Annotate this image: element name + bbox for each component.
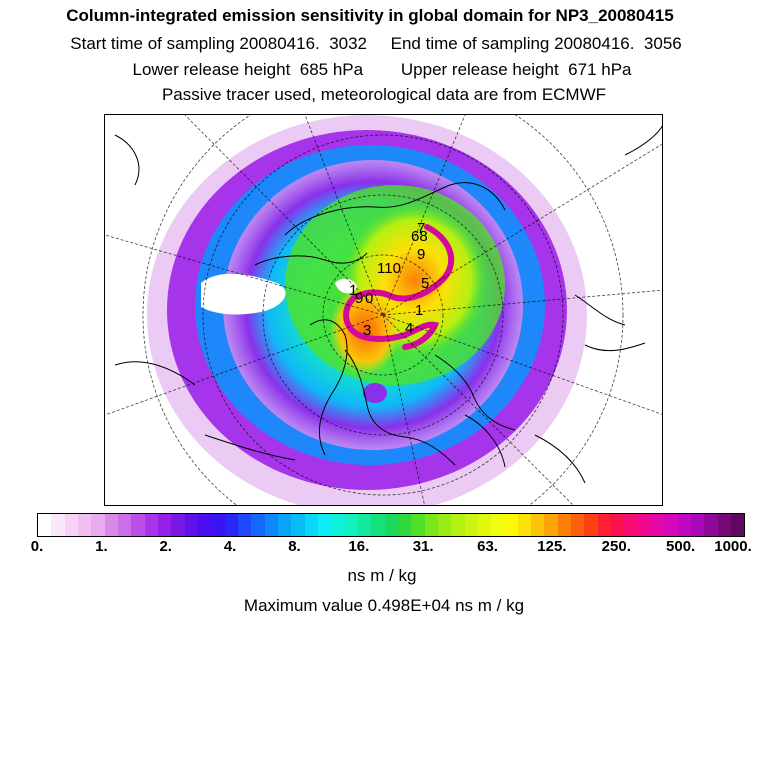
colorbar-swatch xyxy=(357,514,372,536)
colorbar-tick-label: 2. xyxy=(159,538,172,555)
colorbar-swatch xyxy=(571,514,585,536)
colorbar-swatch xyxy=(51,514,65,536)
colorbar-swatch xyxy=(211,514,225,536)
track-label: 68 xyxy=(411,228,428,245)
colorbar-swatch xyxy=(717,514,732,536)
colorbar-swatch xyxy=(371,514,385,536)
colorbar-swatch xyxy=(77,514,92,536)
track-label: 1 xyxy=(349,282,357,299)
colorbar-swatch xyxy=(384,514,398,536)
colorbar-swatch xyxy=(624,514,638,536)
maximum-value: Maximum value 0.498E+04 ns m / kg xyxy=(243,596,525,615)
colorbar-swatch xyxy=(731,514,745,536)
colorbar-tick-label: 125. xyxy=(537,538,567,555)
release-lower: Lower release height 685 hPa xyxy=(132,60,364,79)
colorbar-swatch xyxy=(184,514,198,536)
colorbar-swatch xyxy=(157,514,172,536)
field-blob xyxy=(363,383,387,403)
colorbar-swatch xyxy=(344,514,358,536)
colorbar-swatch xyxy=(651,514,665,536)
colorbar-swatch xyxy=(304,514,318,536)
colorbar-swatch xyxy=(317,514,332,536)
colorbar-swatch xyxy=(544,514,558,536)
colorbar-swatch xyxy=(611,514,625,536)
colorbar-swatch xyxy=(637,514,652,536)
colorbar-swatch xyxy=(504,514,518,536)
map-canvas: 7 68 9 110 5 1 4 3 1 9 0 xyxy=(105,115,662,505)
colorbar-swatch xyxy=(397,514,412,536)
colorbar-tick-label: 63. xyxy=(477,538,498,555)
track-labels: 7 68 9 110 5 1 4 3 1 9 0 xyxy=(349,220,429,339)
track-label: 1 xyxy=(415,302,423,319)
colorbar-swatch xyxy=(411,514,425,536)
colorbar-tick-label: 0. xyxy=(30,538,44,555)
colorbar-swatch xyxy=(597,514,612,536)
colorbar-swatch xyxy=(237,514,252,536)
colorbar-swatch xyxy=(557,514,572,536)
colorbar-swatch xyxy=(291,514,305,536)
track-label: 9 xyxy=(417,246,425,263)
colorbar-swatch xyxy=(517,514,532,536)
track-label: 110 xyxy=(377,260,401,277)
colorbar-swatch xyxy=(477,514,492,536)
track-label: 4 xyxy=(405,320,413,337)
sampling-times: Start time of sampling 20080416. 3032 En… xyxy=(0,34,760,54)
colorbar-tick-label: 1. xyxy=(95,538,108,555)
colorbar-swatch xyxy=(331,514,345,536)
colorbar-swatch xyxy=(677,514,692,536)
colorbar-swatch xyxy=(117,514,132,536)
colorbar-swatch xyxy=(144,514,158,536)
colorbar-swatch xyxy=(491,514,505,536)
colorbar-tick-label: 1000. xyxy=(714,538,752,555)
low-sensitivity-patch-2 xyxy=(335,278,357,294)
colorbar-tick-label: 250. xyxy=(601,538,631,555)
colorbar-swatch xyxy=(451,514,465,536)
colorbar-swatch xyxy=(64,514,78,536)
colorbar-swatch xyxy=(277,514,292,536)
colorbar-swatch xyxy=(38,514,52,536)
colorbar-swatch xyxy=(171,514,185,536)
coastlines xyxy=(114,125,662,484)
colorbar-swatch xyxy=(704,514,718,536)
tracer-note: Passive tracer used, meteorological data… xyxy=(161,85,607,104)
track-label: 7 xyxy=(417,220,425,237)
track-label: 0 xyxy=(365,290,373,307)
colorbar-swatch xyxy=(251,514,265,536)
sampling-end: End time of sampling 20080416. 3056 xyxy=(390,34,682,53)
sampling-start: Start time of sampling 20080416. 3032 xyxy=(70,34,368,53)
colorbar-tick-label: 4. xyxy=(223,538,237,555)
graticule xyxy=(105,115,662,505)
colorbar-swatch xyxy=(584,514,598,536)
release-heights: Lower release height 685 hPa Upper relea… xyxy=(0,60,766,80)
colorbar xyxy=(37,513,745,537)
track-label: 5 xyxy=(421,275,429,292)
colorbar-tick-label: 500. xyxy=(666,538,696,555)
colorbar-swatch xyxy=(464,514,478,536)
colorbar-swatch xyxy=(437,514,452,536)
colorbar-swatch xyxy=(91,514,105,536)
low-sensitivity-patch xyxy=(201,273,286,315)
colorbar-swatch xyxy=(197,514,212,536)
colorbar-tick-label: 16. xyxy=(348,538,370,555)
colorbar-tick-label: 8. xyxy=(288,538,301,555)
colorbar-swatch xyxy=(264,514,278,536)
colorbar-swatch xyxy=(104,514,118,536)
colorbar-swatch xyxy=(224,514,238,536)
polar-map: 7 68 9 110 5 1 4 3 1 9 0 xyxy=(104,114,663,506)
colorbar-swatch xyxy=(531,514,545,536)
track-label: 9 xyxy=(355,290,363,307)
colorbar-swatch xyxy=(664,514,678,536)
colorbar-tick-label: 31. xyxy=(412,538,434,555)
colorbar-swatch xyxy=(691,514,705,536)
colorbar-swatch xyxy=(131,514,145,536)
plume-track xyxy=(343,224,455,350)
track-label: 3 xyxy=(363,322,371,339)
plot-title: Column-integrated emission sensitivity i… xyxy=(66,6,674,25)
colorbar-unit: ns m / kg xyxy=(347,566,417,585)
release-upper: Upper release height 671 hPa xyxy=(400,60,632,79)
colorbar-swatch xyxy=(424,514,438,536)
